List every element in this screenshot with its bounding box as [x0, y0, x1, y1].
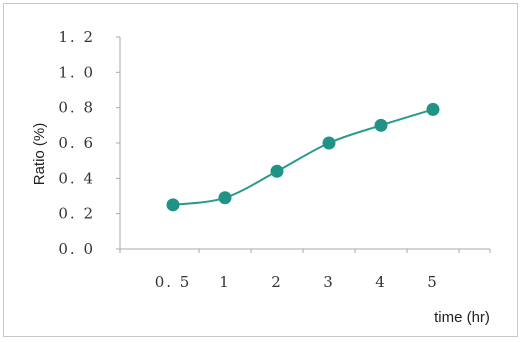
y-tick-label: 1. 2: [58, 28, 95, 46]
y-tick-label: 0. 0: [58, 240, 95, 258]
y-tick-label: 0. 2: [58, 205, 95, 223]
y-axis-title: Ratio (%): [31, 123, 48, 186]
y-tick-label: 0. 8: [58, 99, 95, 117]
x-tick-label: 5: [427, 273, 439, 291]
axes: [116, 36, 491, 253]
series-line: [172, 108, 434, 206]
y-tick-labels: 0. 0 0. 2 0. 4 0. 6 0. 8 1. 0 1. 2: [58, 28, 95, 258]
x-axis-title: time (hr): [434, 309, 490, 326]
series: [166, 102, 440, 212]
data-point: [270, 164, 284, 178]
data-point: [322, 136, 336, 150]
x-tick-label: 3: [323, 273, 335, 291]
data-point: [426, 102, 440, 116]
x-tick-label: 2: [271, 273, 283, 291]
data-point: [374, 118, 388, 132]
chart-frame: 0. 0 0. 2 0. 4 0. 6 0. 8 1. 0 1. 2 0. 5 1 2 3 4 5 R…: [3, 3, 518, 337]
x-tick-label: 4: [375, 273, 387, 291]
x-tick-label: 1: [219, 273, 231, 291]
data-point: [166, 198, 180, 212]
line-chart: 0. 0 0. 2 0. 4 0. 6 0. 8 1. 0 1. 2 0. 5 1 2 3 4 5 R…: [31, 28, 491, 326]
x-tick-label: 0. 5: [155, 273, 192, 291]
data-point: [218, 191, 232, 205]
y-tick-label: 0. 4: [58, 169, 95, 187]
y-tick-label: 0. 6: [58, 134, 95, 152]
x-tick-labels: 0. 5 1 2 3 4 5: [155, 273, 439, 291]
y-tick-label: 1. 0: [58, 63, 95, 81]
